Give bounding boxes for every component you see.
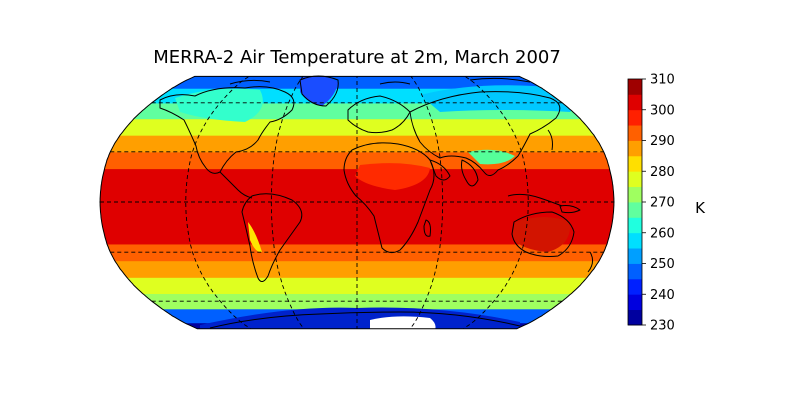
coast-indonesia bbox=[507, 193, 563, 207]
coast-africa bbox=[343, 142, 435, 254]
coast-central-america bbox=[219, 171, 253, 199]
colorbar-tick-label: 230 bbox=[650, 319, 675, 334]
colorbar-segment bbox=[628, 186, 642, 203]
colorbar-segment bbox=[628, 278, 642, 295]
temperature-band bbox=[100, 118, 614, 136]
colorbar-segment bbox=[628, 202, 642, 218]
tibet-cold bbox=[468, 149, 515, 165]
colorbar-segment bbox=[628, 217, 642, 234]
colorbar: 230 240 250 260 270 280 290 300 310 K bbox=[627, 73, 706, 334]
colorbar-segment bbox=[628, 263, 642, 280]
colorbar-tick-label: 280 bbox=[650, 165, 675, 180]
colorbar-ticks: 230 240 250 260 270 280 290 300 310 bbox=[642, 73, 675, 334]
coastlines bbox=[159, 75, 594, 329]
coast-new-zealand bbox=[587, 251, 594, 273]
colorbar-segment bbox=[628, 109, 642, 126]
temperature-band bbox=[100, 293, 614, 310]
map-title: MERRA-2 Air Temperature at 2m, March 200… bbox=[153, 47, 561, 68]
colorbar-tick-label: 250 bbox=[650, 257, 675, 272]
coast-asia bbox=[409, 91, 561, 176]
coast-madagascar bbox=[423, 219, 431, 237]
globe-border bbox=[99, 75, 615, 330]
coast-india bbox=[461, 159, 479, 187]
coast-arabia bbox=[429, 159, 451, 181]
colorbar-segment bbox=[628, 125, 642, 141]
sahara-warm bbox=[355, 163, 430, 190]
coast-arctic-islands bbox=[229, 77, 531, 85]
colorbar-segment bbox=[628, 232, 642, 249]
colorbar-segment bbox=[628, 79, 642, 95]
meridian-line bbox=[448, 76, 529, 329]
colorbar-segment bbox=[628, 171, 642, 188]
colorbar-tick-label: 260 bbox=[650, 226, 675, 241]
colorbar-tick-label: 310 bbox=[650, 73, 675, 88]
colorbar-segment bbox=[628, 294, 642, 311]
coast-australia bbox=[511, 211, 575, 257]
meridian-line bbox=[185, 76, 266, 329]
siberia-cold bbox=[420, 85, 576, 112]
coast-new-guinea bbox=[559, 205, 581, 214]
coast-north-america bbox=[159, 86, 295, 174]
colorbar-segment bbox=[628, 94, 642, 111]
colorbar-tick-label: 290 bbox=[650, 134, 675, 149]
meridian-line bbox=[402, 76, 444, 329]
andes-cool bbox=[248, 222, 262, 253]
gridlines bbox=[100, 76, 614, 329]
colorbar-segment bbox=[628, 140, 642, 157]
colorbar-segment bbox=[628, 309, 642, 326]
temperature-band bbox=[100, 260, 614, 278]
colorbar-segment bbox=[628, 248, 642, 264]
north-america-cold bbox=[175, 88, 263, 122]
coast-japan bbox=[547, 129, 553, 151]
colorbar-tick-label: 240 bbox=[650, 288, 675, 303]
coast-antarctica bbox=[209, 311, 521, 329]
greenland-cold bbox=[300, 76, 338, 106]
colorbar-tick-label: 300 bbox=[650, 103, 675, 118]
meridian-line bbox=[270, 76, 312, 329]
coast-europe bbox=[347, 95, 411, 134]
temperature-band bbox=[100, 135, 614, 153]
land-temperature-anomalies bbox=[175, 76, 576, 329]
temperature-band bbox=[100, 277, 614, 294]
antarctica-outer bbox=[200, 307, 520, 329]
colorbar-label: K bbox=[695, 199, 706, 217]
colorbar-fill bbox=[628, 79, 642, 326]
temperature-band bbox=[100, 76, 614, 89]
colorbar-segment bbox=[628, 155, 642, 172]
coast-south-america bbox=[241, 193, 303, 282]
colorbar-tick-label: 270 bbox=[650, 196, 675, 211]
antarctica-interior bbox=[370, 316, 436, 329]
map bbox=[99, 75, 615, 330]
